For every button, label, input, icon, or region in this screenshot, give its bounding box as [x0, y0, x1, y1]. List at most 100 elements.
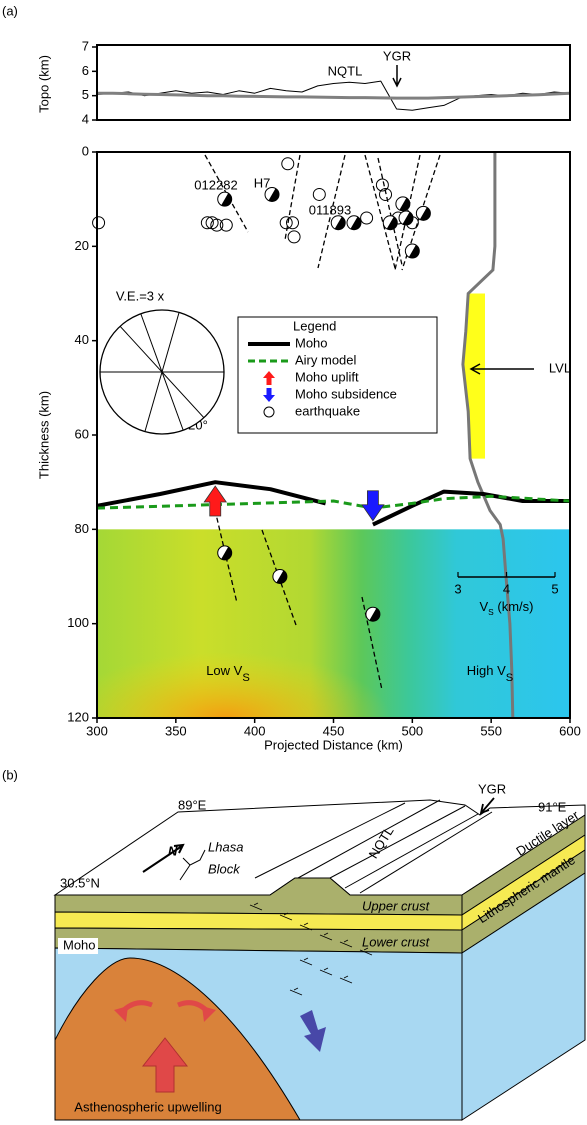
x-tick-label: 300 [86, 723, 108, 738]
label-subscript: S [506, 672, 513, 684]
annotation: V.E.=3 x [116, 288, 165, 303]
legend-label: Moho uplift [295, 369, 359, 384]
earthquake [287, 230, 301, 244]
annotation: 011893 [309, 202, 351, 217]
earthquake [200, 216, 214, 230]
legend-swatch [263, 388, 275, 402]
plot-frame [96, 151, 571, 719]
label-subscript: S [488, 607, 494, 617]
shear-mark [319, 932, 333, 941]
fault [377, 157, 403, 266]
beachball [382, 215, 398, 231]
earthquake [379, 187, 393, 201]
series-line [96, 494, 571, 510]
fault-strip [329, 805, 466, 879]
annotation-arrow [469, 363, 534, 375]
series-line [97, 91, 571, 100]
north-arrow [142, 843, 185, 873]
diagram-label: Lower crust [362, 934, 431, 949]
label: VS (km/s) [480, 599, 534, 617]
diagram-label: Block [208, 861, 241, 876]
velocity-background [97, 529, 570, 718]
label: High VS [467, 663, 514, 684]
moho-arrow [203, 485, 228, 517]
plot-frame [96, 44, 571, 121]
beachball-quadrant [334, 216, 346, 230]
annotation: NQTL [328, 63, 363, 78]
flow-arrow-head [202, 1006, 216, 1022]
fault-strip [359, 811, 493, 894]
fault [284, 154, 301, 241]
label-subscript: S [242, 672, 249, 684]
fault [364, 154, 396, 269]
y-tick-label: 7 [82, 38, 89, 53]
beachball [398, 210, 414, 226]
beachball [395, 196, 411, 212]
ductile-layer [54, 911, 463, 931]
diagram-label: Upper crust [362, 898, 431, 913]
earthquake [219, 218, 233, 232]
beachball [415, 205, 431, 221]
shear-mark [279, 912, 293, 921]
beachball-quadrant [402, 211, 413, 225]
legend-swatch [263, 406, 275, 418]
earthquake [210, 218, 224, 232]
y-tick-label: 80 [75, 521, 89, 536]
y-axis-label: Thickness (km) [36, 391, 51, 479]
y-tick-label: 20 [75, 238, 89, 253]
fault [317, 154, 346, 269]
beachball-quadrant [386, 216, 398, 230]
annotation-arrow [392, 65, 402, 88]
x-axis-label: Projected Distance (km) [264, 737, 403, 752]
label: Low VS [206, 663, 250, 684]
legend-label: Moho [295, 335, 328, 350]
vs-tick-label: 5 [551, 581, 558, 596]
annotation: 012282 [194, 177, 237, 192]
y-tick-label: 0 [82, 143, 89, 158]
beachball-quadrant [369, 608, 380, 622]
shear-mark [319, 967, 333, 976]
diagram-label: Lhasa [208, 839, 243, 854]
label-text: V [480, 599, 489, 614]
x-tick-label: 550 [480, 723, 502, 738]
label-unit: (km/s) [494, 599, 534, 614]
series-line [96, 480, 570, 527]
beachball-quadrant [408, 244, 420, 259]
legend-swatch [263, 371, 275, 385]
y-tick-label: 60 [75, 426, 89, 441]
beachball [404, 243, 420, 259]
diagram-label: Moho [63, 937, 96, 952]
annotation: H7 [254, 175, 271, 190]
diagram-label: YGR [478, 781, 506, 796]
earthquake [312, 187, 326, 201]
beachball-quadrant [350, 216, 361, 230]
legend-label: Airy model [295, 352, 357, 367]
x-tick-label: 450 [323, 723, 345, 738]
x-tick-label: 500 [401, 723, 423, 738]
annotation: YGR [383, 48, 411, 63]
earthquake [281, 157, 295, 171]
shear-mark [339, 975, 353, 984]
moho-arrow [361, 490, 385, 522]
legend-title: Legend [293, 318, 336, 333]
flow-arrow-head [114, 1006, 128, 1022]
beachball [217, 545, 233, 561]
shear-mark [339, 939, 353, 948]
legend-label: earthquake [295, 403, 360, 418]
beachball [264, 186, 280, 202]
subsidence-arrow [300, 1010, 326, 1052]
y-tick-label: 4 [82, 111, 89, 126]
diagram-label: Asthenospheric upwelling [74, 1099, 221, 1114]
vs-profile [461, 152, 515, 719]
diagram-label: 89°E [178, 797, 207, 812]
beachball-quadrant [399, 197, 410, 211]
diagram-label: N [168, 843, 178, 858]
annotation: LVL [549, 360, 571, 375]
y-tick-label: 100 [67, 615, 89, 630]
legend-label: Moho subsidence [295, 386, 397, 401]
y-axis-label: Topo (km) [36, 55, 51, 113]
beachball [346, 215, 362, 231]
fault-strip [344, 813, 479, 889]
